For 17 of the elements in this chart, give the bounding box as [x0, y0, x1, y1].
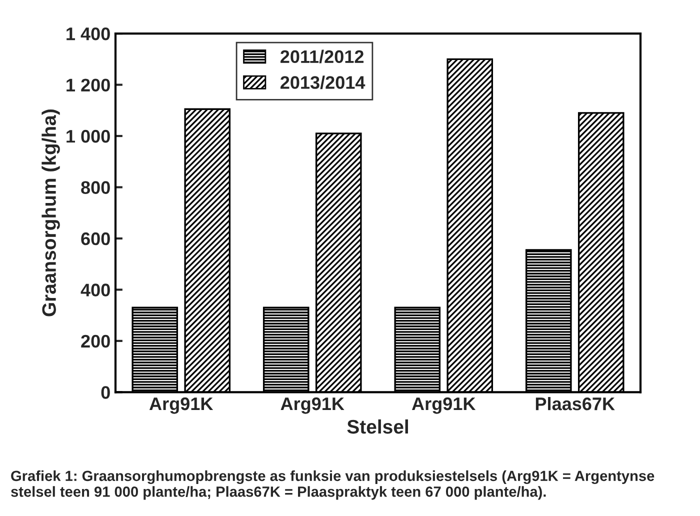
- y-tick-label: 1 200: [66, 78, 110, 92]
- y-tick-label: 400: [80, 284, 110, 296]
- x-tick-label: Arg91K: [412, 397, 476, 414]
- y-tick-label: 200: [81, 334, 110, 348]
- legend-label: 2013/2014: [280, 76, 366, 90]
- legend-label: 2011/2012: [280, 50, 364, 64]
- text: Grafiek 1: Graansorghumopbrengste as funksie van produksiestelsels (Arg91K = Argentynse stelsel teen 91 000 plante/ha; Plaas67K = Plaaspraktyk teen 67 000 plante/ha).: [11, 470, 654, 500]
- y-tick-label: 0: [101, 386, 110, 399]
- x-tick-label: Plaas67K: [536, 397, 615, 410]
- y-tick-label: 800: [81, 181, 110, 194]
- y-tick-label: 1 400: [66, 27, 110, 40]
- y-axis-title: Graansorghum (kg/ha): [42, 110, 60, 316]
- x-axis-title: Stelsel: [347, 419, 408, 434]
- y-tick-label: 600: [81, 232, 110, 246]
- y-tick-label: 1 000: [66, 130, 110, 143]
- x-tick-label: Arg91K: [149, 397, 214, 414]
- x-tick-label: Arg91K: [280, 397, 344, 414]
